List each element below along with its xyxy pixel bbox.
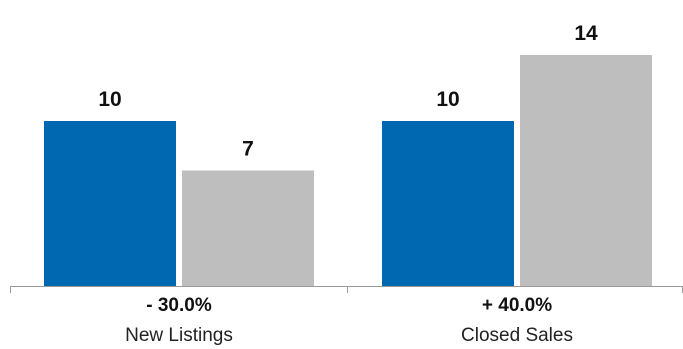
category-label: Closed Sales [461, 325, 573, 346]
percent-change-label: - 30.0% [146, 295, 212, 316]
bar-value-label: 7 [242, 138, 254, 161]
category-label: New Listings [125, 325, 233, 346]
bar-value-label: 10 [98, 88, 121, 111]
bar-blue-2 [382, 121, 514, 286]
bar-value-label: 10 [436, 88, 459, 111]
percent-change-label: + 40.0% [482, 295, 552, 316]
bars-group [44, 55, 652, 286]
bar-gray-2 [520, 55, 652, 286]
bar-blue-1 [44, 121, 176, 286]
value-labels-group: 10 7 10 14 [98, 22, 598, 161]
x-axis-ticks [10, 286, 683, 293]
bar-value-label: 14 [574, 22, 598, 45]
category-labels-group: - 30.0% New Listings + 40.0% Closed Sales [125, 295, 573, 346]
bar-gray-1 [182, 170, 314, 286]
